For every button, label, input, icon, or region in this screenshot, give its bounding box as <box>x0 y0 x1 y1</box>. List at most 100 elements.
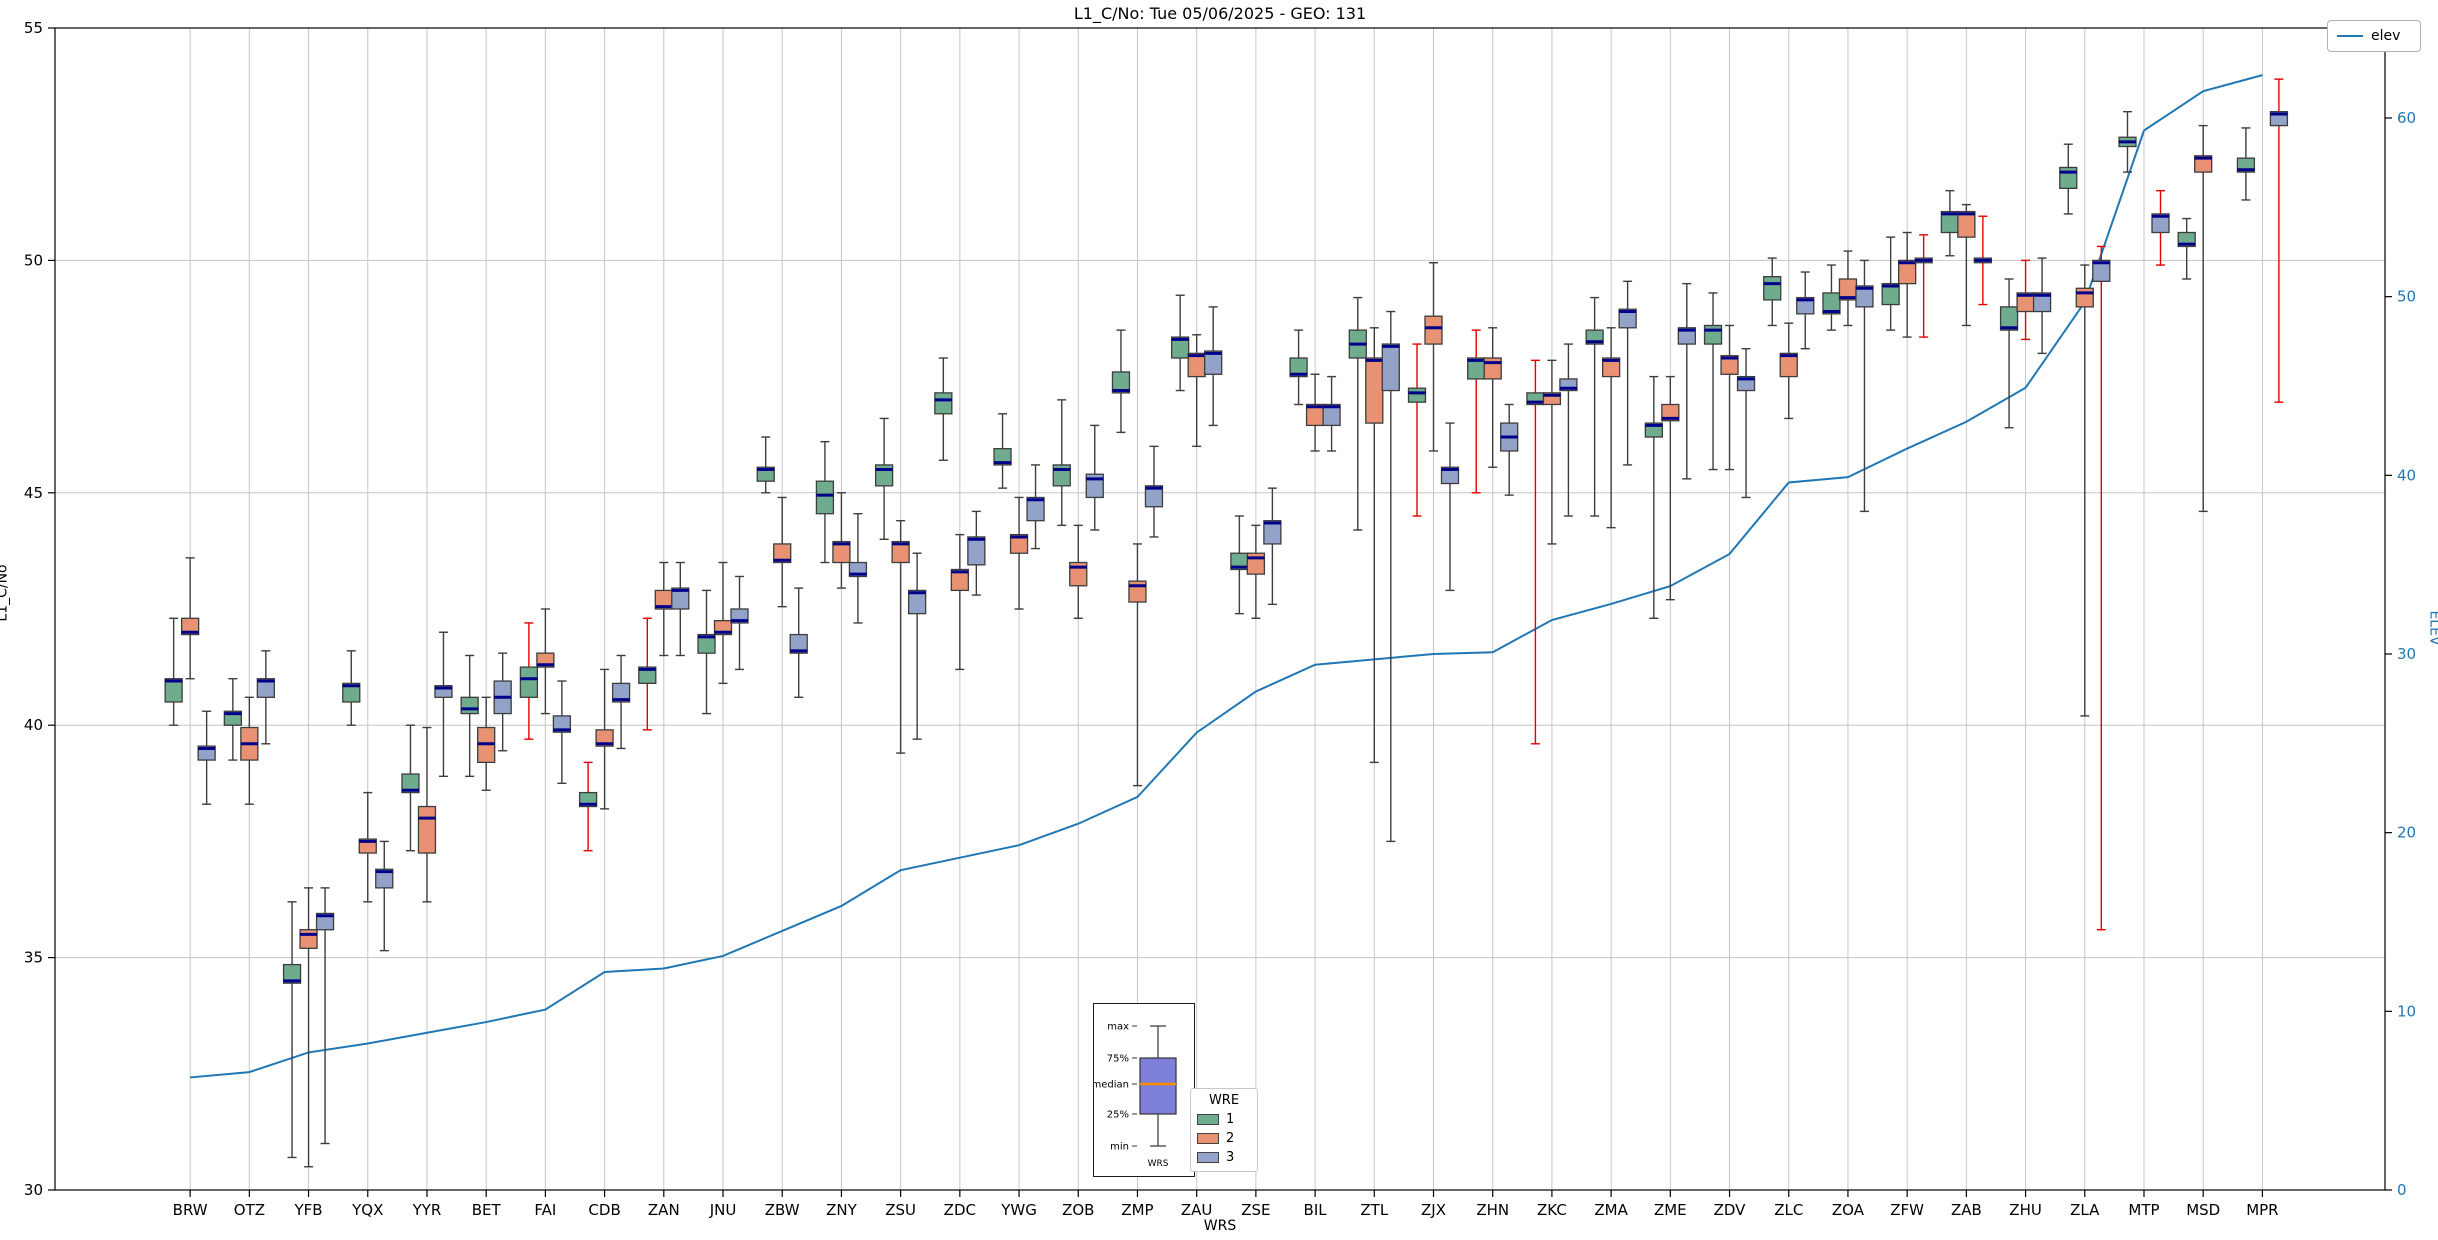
boxplots <box>164 78 2289 1168</box>
svg-text:ZHN: ZHN <box>1476 1201 1509 1219</box>
svg-text:MTP: MTP <box>2128 1201 2159 1219</box>
svg-text:40: 40 <box>24 716 43 734</box>
box-ZBW-wre3 <box>789 587 808 699</box>
svg-text:55: 55 <box>24 19 43 37</box>
box-ZFW-wre2 <box>1898 231 1917 338</box>
svg-text:ZTL: ZTL <box>1360 1201 1388 1219</box>
svg-text:30: 30 <box>2397 645 2416 663</box>
box-ZME-wre1 <box>1644 375 1663 619</box>
wre-legend: WRE 1 2 3 <box>1190 1088 1258 1172</box>
box-ZHU-wre1 <box>1999 278 2019 429</box>
box-JNU-wre2 <box>713 561 733 685</box>
box-ZSE-wre2 <box>1246 524 1266 619</box>
elev-line <box>190 74 2263 1079</box>
box-OTZ-wre2 <box>240 696 259 805</box>
box-ZMP-wre3 <box>1144 445 1164 538</box>
box-FAI-wre2 <box>536 608 555 715</box>
box-ZFW-wre1 <box>1881 236 1900 331</box>
box-ZJX-wre1 <box>1407 343 1427 517</box>
box-ZLC-wre3 <box>1796 271 1815 350</box>
box-ZSE-wre3 <box>1263 487 1282 606</box>
wre-legend-rows: 1 2 3 <box>1197 1112 1251 1165</box>
box-ZAU-wre3 <box>1204 306 1223 427</box>
box-ZSE-wre1 <box>1230 515 1249 615</box>
svg-text:ZSU: ZSU <box>885 1201 916 1219</box>
box-MTP-wre3 <box>2151 189 2170 266</box>
box-YYR-wre2 <box>417 726 437 903</box>
svg-text:median: median <box>1094 1080 1129 1091</box>
svg-text:25%: 25% <box>1107 1110 1129 1121</box>
box-MTP-wre1 <box>2118 110 2137 173</box>
box-MSD-wre2 <box>2194 124 2213 513</box>
box-ZHN-wre1 <box>1467 329 1486 494</box>
box-YFB-wre1 <box>282 901 302 1159</box>
box-ZKC-wre2 <box>1542 359 1562 545</box>
box-ZOA-wre1 <box>1822 264 1841 331</box>
svg-text:ZAB: ZAB <box>1951 1201 1982 1219</box>
svg-text:75%: 75% <box>1107 1054 1129 1065</box>
box-ZLA-wre1 <box>2059 143 2078 215</box>
box-FAI-wre1 <box>519 622 539 740</box>
box-MPR-wre3 <box>2269 78 2289 403</box>
svg-text:ZDV: ZDV <box>1714 1201 1747 1219</box>
box-ZMA-wre2 <box>1601 327 1621 529</box>
svg-text:BRW: BRW <box>173 1201 208 1219</box>
svg-text:20: 20 <box>2397 824 2416 842</box>
box-ZNY-wre1 <box>815 440 835 564</box>
wre-legend-item-2: 2 <box>1197 1131 1251 1146</box>
box-ZDC-wre1 <box>934 357 953 461</box>
box-ZAB-wre1 <box>1940 189 1960 257</box>
box-ZJX-wre3 <box>1440 422 1460 592</box>
box-BRW-wre2 <box>180 557 200 680</box>
gridlines <box>55 28 2385 1190</box>
svg-text:WRS: WRS <box>1148 1159 1169 1169</box>
svg-text:ZKC: ZKC <box>1537 1201 1567 1219</box>
box-MSD-wre1 <box>2177 217 2196 280</box>
box-ZMP-wre2 <box>1128 543 1147 787</box>
box-YWG-wre3 <box>1026 464 1045 550</box>
wre-swatch-3 <box>1197 1152 1219 1163</box>
box-ZAN-wre2 <box>654 561 673 657</box>
box-OTZ-wre3 <box>256 650 275 745</box>
wre-swatch-2 <box>1197 1133 1219 1144</box>
box-ZKC-wre1 <box>1526 359 1545 745</box>
svg-text:ZOA: ZOA <box>1832 1201 1865 1219</box>
anatomy-svg: max 75% median 25% min WRS <box>1092 1022 1177 1169</box>
svg-text:60: 60 <box>2397 109 2416 127</box>
box-ZDV-wre3 <box>1736 348 1756 499</box>
box-BRW-wre1 <box>164 617 183 726</box>
box-OTZ-wre1 <box>223 678 242 761</box>
axes: 30 35 40 45 50 55 0 10 20 30 40 50 60 BRW OTZ YFB YQX YYR… <box>24 19 2416 1219</box>
box-ZLC-wre2 <box>1779 322 1798 420</box>
box-ZSU-wre3 <box>907 552 927 740</box>
svg-text:ZLA: ZLA <box>2070 1201 2100 1219</box>
svg-text:ZMA: ZMA <box>1594 1201 1628 1219</box>
box-ZLC-wre1 <box>1763 257 1782 327</box>
box-ZDC-wre3 <box>967 510 986 596</box>
box-ZOB-wre1 <box>1052 399 1071 527</box>
box-ZAU-wre1 <box>1171 294 1190 392</box>
box-ZNY-wre2 <box>832 492 851 589</box>
wre-label-2: 2 <box>1226 1131 1235 1146</box>
svg-text:ZMP: ZMP <box>1121 1201 1153 1219</box>
svg-text:0: 0 <box>2397 1181 2407 1199</box>
wre-legend-item-1: 1 <box>1197 1112 1251 1127</box>
box-YYR-wre1 <box>401 724 420 852</box>
box-ZMA-wre1 <box>1585 296 1604 517</box>
svg-text:YYR: YYR <box>412 1201 442 1219</box>
box-YWG-wre1 <box>993 413 1012 489</box>
box-YFB-wre3 <box>315 887 335 1145</box>
box-ZAB-wre3 <box>1973 215 1993 306</box>
box-ZOA-wre3 <box>1855 259 1874 513</box>
box-ZDC-wre2 <box>950 533 969 671</box>
svg-text:ZBW: ZBW <box>765 1201 800 1219</box>
box-FAI-wre3 <box>552 680 572 784</box>
box-ZDV-wre1 <box>1703 292 1723 471</box>
box-ZNY-wre3 <box>848 513 868 624</box>
wre-swatch-1 <box>1197 1114 1219 1125</box>
svg-text:JNU: JNU <box>709 1201 737 1219</box>
svg-text:ZME: ZME <box>1654 1201 1687 1219</box>
x-axis-label: WRS <box>1203 1218 1237 1234</box>
svg-text:FAI: FAI <box>534 1201 556 1219</box>
